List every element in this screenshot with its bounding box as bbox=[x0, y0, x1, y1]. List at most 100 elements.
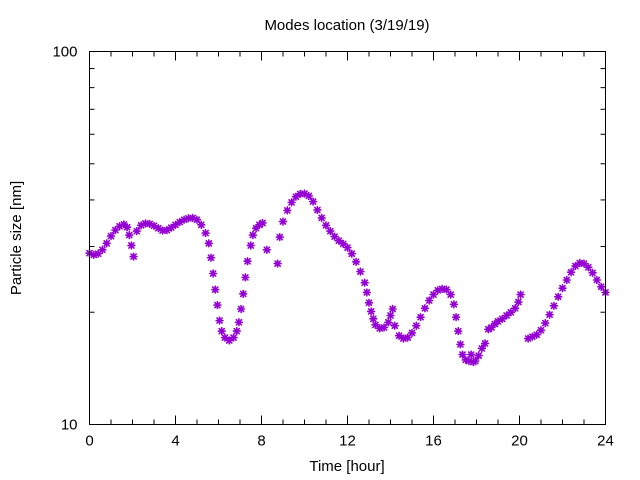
x-tick-label: 0 bbox=[85, 433, 93, 450]
data-point bbox=[588, 268, 597, 278]
data-point bbox=[283, 206, 292, 215]
data-point bbox=[480, 339, 490, 348]
data-point bbox=[566, 268, 576, 277]
data-point bbox=[541, 318, 550, 328]
data-point bbox=[584, 263, 593, 272]
data-point bbox=[384, 318, 393, 327]
data-point bbox=[273, 259, 282, 268]
data-point bbox=[215, 316, 224, 325]
data-point bbox=[287, 198, 296, 207]
x-tick-label: 12 bbox=[339, 433, 356, 450]
data-point bbox=[502, 311, 511, 320]
data-points bbox=[85, 189, 610, 367]
data-point bbox=[510, 304, 520, 313]
data-point bbox=[217, 326, 226, 336]
data-point bbox=[106, 231, 116, 241]
x-tick-label: 8 bbox=[257, 433, 265, 450]
data-point bbox=[239, 289, 248, 299]
data-point bbox=[514, 297, 523, 307]
data-point bbox=[390, 321, 400, 330]
data-point bbox=[234, 318, 244, 327]
data-point bbox=[321, 221, 331, 230]
data-point bbox=[204, 239, 214, 248]
y-tick-label: 10 bbox=[61, 417, 78, 434]
y-tick-label: 100 bbox=[52, 44, 77, 61]
data-point bbox=[243, 257, 252, 266]
data-point bbox=[454, 326, 463, 336]
data-point bbox=[466, 350, 476, 359]
data-point bbox=[122, 223, 132, 232]
data-point bbox=[98, 245, 107, 255]
x-tick-label: 4 bbox=[171, 433, 179, 450]
data-point bbox=[313, 205, 322, 215]
data-point bbox=[197, 220, 206, 230]
data-point bbox=[343, 243, 352, 252]
chart-title: Modes location (3/19/19) bbox=[264, 17, 429, 34]
data-point bbox=[304, 191, 314, 201]
data-point bbox=[592, 275, 602, 285]
data-point bbox=[371, 320, 380, 330]
x-tick-label: 20 bbox=[511, 433, 528, 450]
data-point bbox=[386, 311, 395, 320]
data-point bbox=[129, 252, 138, 261]
data-point bbox=[229, 333, 238, 342]
data-point bbox=[127, 241, 136, 250]
data-point bbox=[420, 304, 430, 313]
data-point bbox=[366, 307, 376, 316]
data-point bbox=[125, 230, 134, 240]
data-point bbox=[308, 197, 318, 206]
data-point bbox=[458, 350, 467, 359]
data-point bbox=[225, 336, 234, 345]
data-point bbox=[201, 228, 210, 238]
data-point bbox=[369, 314, 378, 324]
data-point bbox=[456, 340, 465, 349]
data-point bbox=[379, 323, 389, 332]
data-point bbox=[362, 288, 372, 297]
data-point bbox=[317, 213, 326, 223]
data-point bbox=[351, 257, 361, 267]
plot-frame bbox=[89, 51, 606, 425]
data-point bbox=[211, 285, 220, 294]
data-point bbox=[471, 356, 480, 366]
data-point bbox=[545, 310, 554, 319]
data-point bbox=[347, 249, 357, 258]
data-point bbox=[132, 226, 141, 236]
data-point bbox=[258, 218, 267, 228]
data-point bbox=[536, 325, 546, 335]
data-point bbox=[424, 296, 434, 305]
data-point bbox=[553, 292, 563, 301]
data-point bbox=[236, 304, 246, 314]
data-point bbox=[213, 300, 222, 310]
data-point bbox=[360, 278, 369, 287]
data-point bbox=[208, 269, 218, 278]
data-point bbox=[416, 312, 425, 322]
data-point bbox=[407, 328, 417, 338]
data-point bbox=[326, 226, 335, 236]
data-point bbox=[364, 298, 374, 307]
x-tick-label: 16 bbox=[425, 433, 442, 450]
data-point bbox=[220, 333, 230, 342]
data-point bbox=[241, 273, 250, 282]
data-point bbox=[549, 301, 559, 311]
data-point bbox=[558, 283, 567, 293]
data-point bbox=[412, 321, 421, 330]
data-point bbox=[446, 290, 455, 299]
data-point bbox=[192, 215, 202, 224]
data-point bbox=[262, 245, 272, 255]
data-point bbox=[506, 308, 516, 317]
data-point bbox=[474, 351, 483, 360]
data-point bbox=[449, 300, 459, 309]
data-point bbox=[246, 241, 255, 250]
data-point bbox=[232, 326, 241, 336]
data-point bbox=[102, 239, 111, 248]
data-point bbox=[278, 217, 288, 226]
data-point bbox=[356, 267, 365, 276]
data-point bbox=[429, 290, 438, 299]
x-axis-label: Time [hour] bbox=[309, 458, 384, 475]
data-point bbox=[248, 230, 258, 240]
data-point bbox=[388, 304, 397, 314]
data-point bbox=[477, 344, 487, 353]
data-point bbox=[275, 232, 284, 242]
data-point bbox=[206, 253, 216, 262]
